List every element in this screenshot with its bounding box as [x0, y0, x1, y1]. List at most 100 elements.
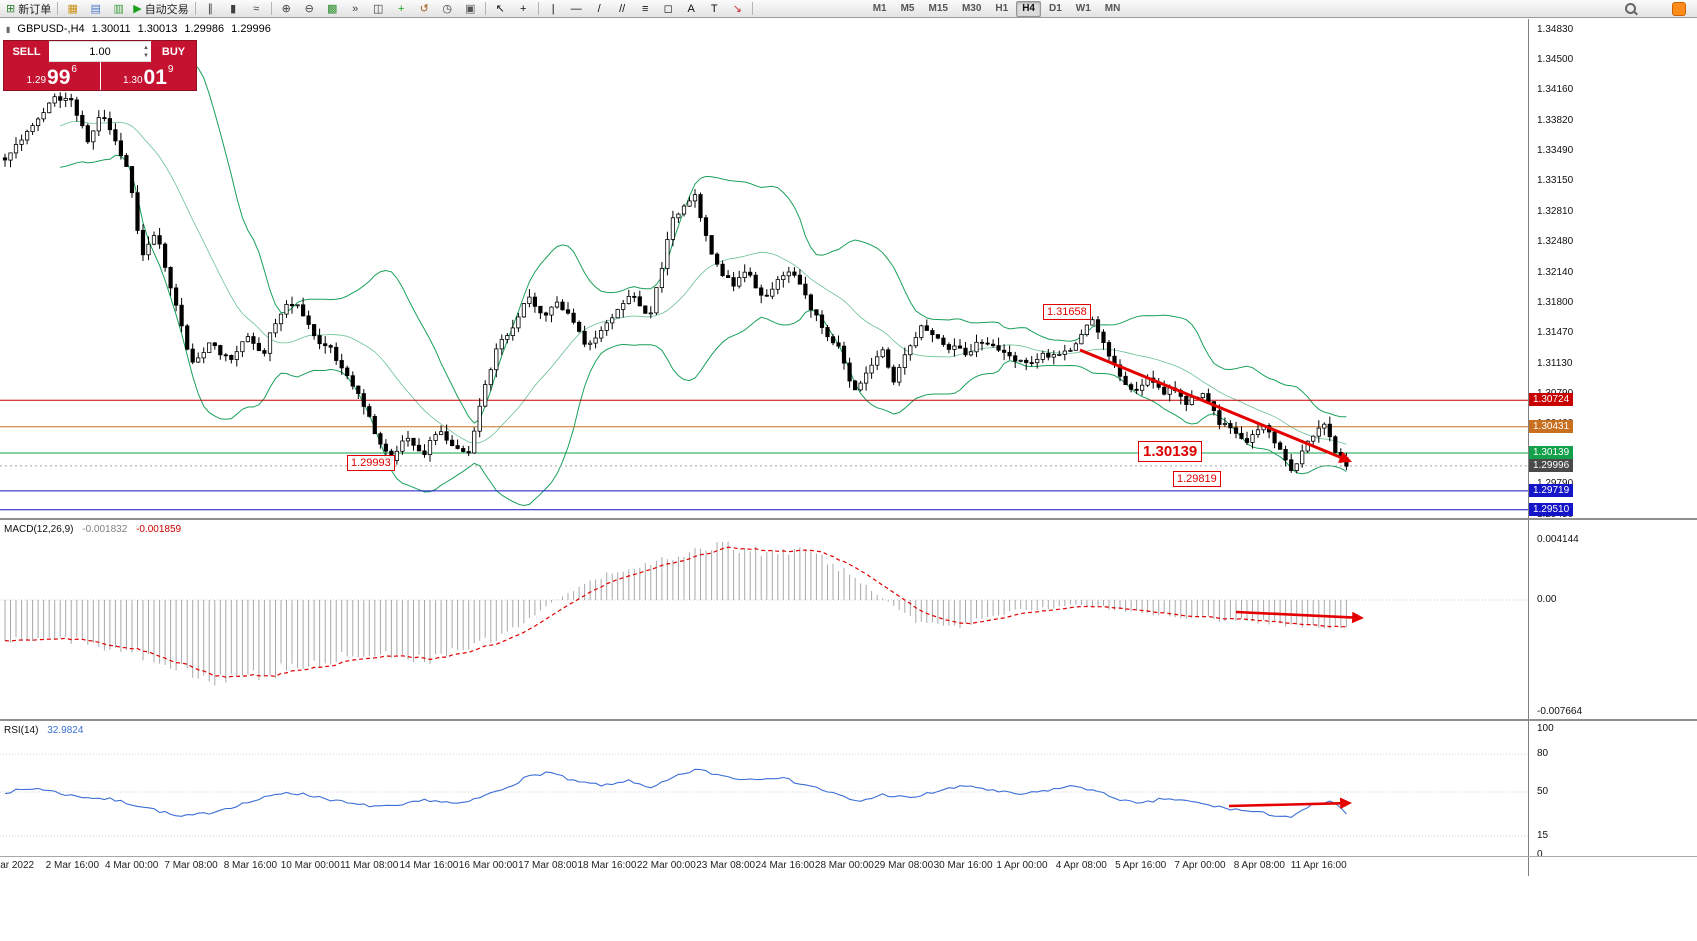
navigator-icon[interactable]: ▥ — [108, 1, 129, 17]
zoom-in-icon[interactable]: ⊕ — [276, 1, 297, 17]
time-axis-label: 4 Mar 00:00 — [105, 860, 159, 871]
rsi-indicator-label: RSI(14) 32.9824 — [4, 725, 83, 736]
volume-field[interactable]: 1.00 ▲ ▼ — [49, 41, 151, 62]
volume-stepper[interactable]: ▲ ▼ — [143, 44, 149, 60]
text-icon[interactable]: A — [681, 1, 702, 17]
market-watch-icon[interactable]: ▦ — [62, 1, 83, 17]
market-watch-icon: ▦ — [67, 2, 78, 15]
timeframe-w1-button[interactable]: W1 — [1075, 2, 1091, 14]
timeframe-m15-button[interactable]: M15 — [928, 2, 948, 14]
timeframe-h1-button[interactable]: H1 — [995, 2, 1009, 14]
macd-trend-arrow[interactable] — [1235, 610, 1364, 624]
timeframe-mn-button[interactable]: MN — [1104, 2, 1121, 14]
timeframe-d1-button[interactable]: D1 — [1049, 2, 1062, 14]
trend-arrow[interactable] — [1079, 348, 1352, 463]
price-tag-1.30431: 1.30431 — [1529, 419, 1574, 433]
toolbar-separator — [270, 2, 272, 15]
rsi-panel-canvas[interactable] — [0, 722, 1528, 856]
cursor-icon[interactable]: ↖ — [490, 1, 511, 17]
time-axis-label: 7 Apr 00:00 — [1174, 860, 1226, 871]
buy-button[interactable]: BUY — [151, 41, 196, 62]
rsi-axis-label: 15 — [1537, 830, 1549, 842]
arrows-icon[interactable]: ↘ — [727, 1, 748, 17]
time-axis-label: 7 Mar 08:00 — [164, 860, 218, 871]
line-chart-icon[interactable]: ≈ — [246, 1, 267, 17]
auto-scroll-icon[interactable]: ▩ — [322, 1, 343, 17]
price-chart-canvas[interactable] — [0, 19, 1528, 518]
price-axis-tick: 1.31470 — [1537, 326, 1574, 338]
zoom-out-icon: ⊖ — [304, 2, 314, 15]
horizontal-level-lines[interactable] — [0, 399, 1528, 511]
trendline-icon[interactable]: / — [589, 1, 610, 17]
price-tag-1.29719: 1.29719 — [1529, 483, 1574, 497]
time-axis-label: 1 Apr 00:00 — [996, 860, 1048, 871]
buy-price-big: 01 — [143, 66, 167, 89]
vertical-line-icon[interactable]: | — [543, 1, 564, 17]
main-toolbar: ⊞ 新订单 ▦ ▤ ▥ ▶ 自动交易 ∥ ▮ ≈ ⊕ ⊖ ▩» ◫ + ↺ ◷ ▣ ↖ + | — ///≡ ◻ A T ↘ M1 M… — [0, 0, 1697, 18]
chart-close-value: 1.29996 — [231, 23, 271, 35]
text-icon: A — [687, 2, 695, 15]
rsi-trend-arrow[interactable] — [1228, 797, 1352, 810]
rsi-axis-label: 80 — [1537, 748, 1549, 760]
candlestick-chart-icon[interactable]: ▮ — [223, 1, 244, 17]
rsi-axis-label: 50 — [1537, 786, 1549, 797]
sell-button[interactable]: SELL — [4, 41, 49, 62]
new-order-button[interactable]: ⊞ 新订单 — [4, 1, 53, 17]
snapshot-icon[interactable]: ▣ — [460, 1, 481, 17]
shapes-icon[interactable]: ◻ — [658, 1, 679, 17]
sell-price[interactable]: 1.29 99 6 — [4, 62, 100, 90]
trendline-icon: / — [597, 2, 601, 15]
rsi-axis-label: 0 — [1537, 849, 1543, 860]
toolbar-right-group — [1619, 1, 1694, 17]
panel-splitter[interactable] — [0, 719, 1697, 721]
auto-scroll-icon: ▩ — [326, 2, 338, 15]
time-axis-label: 17 Mar 08:00 — [518, 860, 578, 871]
price-axis-tick: 1.33820 — [1537, 115, 1574, 127]
time-axis-label: 22 Mar 00:00 — [636, 860, 696, 871]
sell-price-big: 99 — [47, 66, 71, 89]
price-axis-tick: 1.33150 — [1537, 175, 1574, 187]
volume-down-icon[interactable]: ▼ — [143, 53, 149, 59]
price-axis-tick: 1.34500 — [1537, 53, 1574, 65]
autotrading-icon: ▶ — [133, 2, 142, 15]
panel-splitter[interactable] — [0, 518, 1697, 520]
timeframe-m5-button[interactable]: M5 — [900, 2, 915, 14]
volume-up-icon[interactable]: ▲ — [143, 45, 149, 51]
price-axis-tick: 1.34830 — [1537, 24, 1574, 35]
rsi-value: 32.9824 — [47, 725, 84, 736]
sell-price-main: 1.29 — [26, 75, 47, 86]
timeframe-h4-button[interactable]: H4 — [1016, 0, 1041, 17]
alert-badge[interactable] — [1672, 1, 1686, 16]
candlesticks — [2, 92, 1349, 474]
panel-splitter[interactable] — [0, 856, 1697, 857]
time-axis[interactable]: Mar 2022 2 Mar 16:00 4 Mar 00:00 7 Mar 08:0… — [0, 857, 1528, 875]
autotrading-button[interactable]: ▶ 自动交易 — [131, 1, 190, 17]
price-axis-column[interactable]: 1.34830 1.34500 1.34160 1.33820 1.33490 1.331… — [1528, 19, 1697, 876]
price-tag-1.29996: 1.29996 — [1529, 458, 1574, 472]
toolbar-left-group: ⊞ 新订单 ▦ ▤ ▥ ▶ 自动交易 ∥ ▮ ≈ ⊕ ⊖ ▩» ◫ + ↺ ◷ ▣ ↖ + | — ///≡ ◻ A T ↘ — [3, 1, 756, 17]
order-controls-row: SELL 1.00 ▲ ▼ BUY — [4, 41, 196, 62]
timeframe-m30-button[interactable]: M30 — [961, 2, 982, 14]
timeframe-m1-button[interactable]: M1 — [872, 2, 887, 14]
templates-icon[interactable]: ↺ — [414, 1, 435, 17]
templates-icon: ↺ — [419, 2, 429, 15]
chart-shift-icon[interactable]: » — [345, 1, 366, 17]
zoom-out-icon[interactable]: ⊖ — [299, 1, 320, 17]
macd-panel-canvas[interactable] — [0, 521, 1528, 719]
search-button[interactable] — [1620, 1, 1641, 17]
data-window-icon[interactable]: ▤ — [85, 1, 106, 17]
buy-price[interactable]: 1.30 01 9 — [100, 62, 196, 90]
channel-icon[interactable]: // — [612, 1, 633, 17]
candlestick-icon: ▮ — [6, 24, 11, 34]
fibonacci-icon[interactable]: ≡ — [635, 1, 656, 17]
crosshair-icon[interactable]: + — [513, 1, 534, 17]
label-icon[interactable]: T — [704, 1, 725, 17]
tile-windows-icon[interactable]: ◫ — [368, 1, 389, 17]
period-clock-icon[interactable]: ◷ — [437, 1, 458, 17]
time-axis-label: 23 Mar 08:00 — [696, 860, 756, 871]
line-chart-icon: ≈ — [253, 2, 260, 15]
add-indicator-icon[interactable]: + — [391, 1, 412, 17]
bar-chart-icon[interactable]: ∥ — [200, 1, 221, 17]
horizontal-line-icon[interactable]: — — [566, 1, 587, 17]
